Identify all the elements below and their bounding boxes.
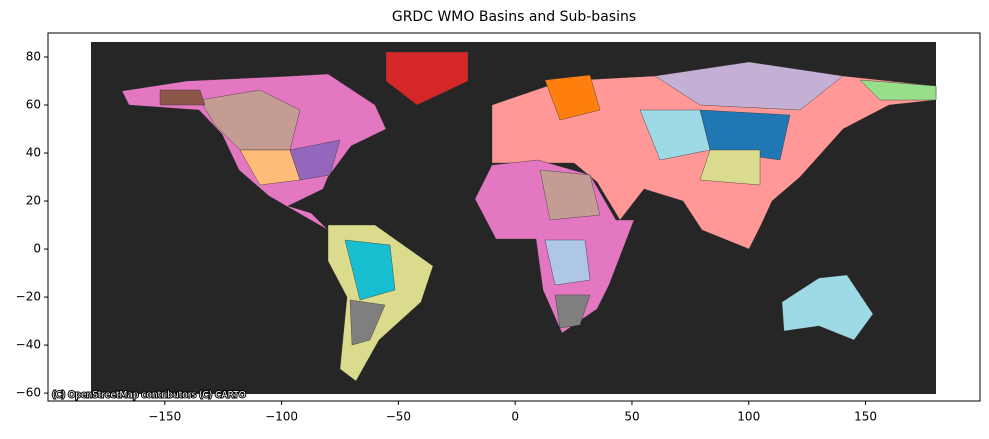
y-tick-label: 40 [26, 146, 41, 160]
y-tick-label: 20 [26, 194, 41, 208]
axes-frame [47, 32, 981, 402]
y-tick-label: 0 [33, 242, 41, 256]
y-tick-label: 60 [26, 98, 41, 112]
attribution: (C) OpenStreetMap contributors (C) CARTO [52, 391, 246, 401]
x-tick-label: 100 [737, 410, 760, 424]
x-tick-label: −100 [265, 410, 298, 424]
x-tick-label: 0 [511, 410, 519, 424]
basins [121, 51, 937, 382]
x-tick-label: −150 [148, 410, 181, 424]
y-tick-label: −20 [16, 290, 41, 304]
y-tick-label: 80 [26, 50, 41, 64]
x-tick-label: 150 [854, 410, 877, 424]
chart-title: GRDC WMO Basins and Sub-basins [392, 9, 636, 25]
y-tick-label: −40 [16, 338, 41, 352]
y-tick-label: −60 [16, 386, 41, 400]
x-tick-label: −50 [386, 410, 411, 424]
x-tick-label: 50 [624, 410, 639, 424]
